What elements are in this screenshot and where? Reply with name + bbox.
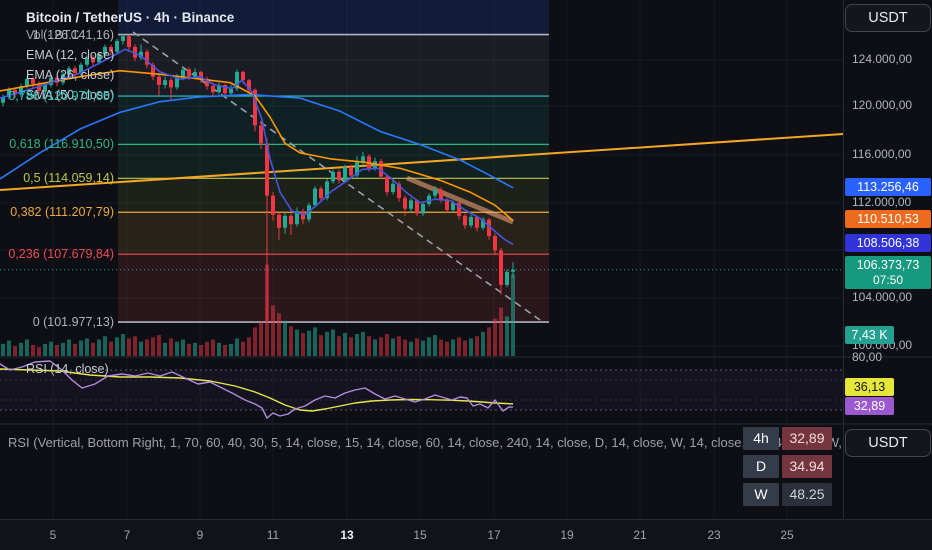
- price-tick: 124.000,00: [852, 52, 913, 66]
- sma50-price-label: 113.256,46: [845, 178, 931, 196]
- time-tick: 25: [780, 528, 794, 542]
- rsi-yellow-label: 36,13: [845, 378, 894, 396]
- time-tick: 15: [413, 528, 427, 542]
- price-tick: 80,00: [852, 350, 883, 364]
- screener-value-4h: 32,89: [782, 427, 832, 450]
- rsi-legend[interactable]: RSI (14, close): [26, 362, 109, 376]
- time-tick-current: 13: [340, 528, 354, 542]
- last-price-label: 106.373,73 07:50: [845, 256, 931, 289]
- screener-value-w: 48.25: [782, 483, 832, 506]
- time-tick: 9: [196, 528, 204, 542]
- last-price-value: 106.373,73: [856, 258, 920, 272]
- price-tick: 112.000,00: [852, 195, 912, 209]
- legend-ema26[interactable]: EMA (26, close): [26, 68, 115, 82]
- time-tick: 17: [487, 528, 501, 542]
- bar-countdown: 07:50: [872, 273, 904, 287]
- time-tick: 7: [123, 528, 131, 542]
- symbol-title[interactable]: Bitcoin / TetherUS · 4h · Binance: [26, 10, 235, 25]
- screener-tf-d[interactable]: D: [743, 455, 779, 478]
- legend-ema12[interactable]: EMA (12, close): [26, 48, 115, 62]
- volume-value-label: 7,43 K: [845, 326, 894, 344]
- screener-tf-4h[interactable]: 4h: [743, 427, 779, 450]
- time-tick: 21: [633, 528, 647, 542]
- ema12-price-label: 108.506,38: [845, 234, 931, 252]
- rsi-purple-label: 32,89: [845, 397, 894, 415]
- legend-sma50[interactable]: SMA (50, close): [26, 88, 115, 102]
- screener-value-d: 34.94: [782, 455, 832, 478]
- time-axis[interactable]: 5 7 9 11 13 15 17 19 21 23 25: [0, 519, 932, 550]
- bottom-strip: RSI (Vertical, Bottom Right, 1, 70, 60, …: [0, 425, 844, 518]
- price-tick: 120.000,00: [852, 98, 913, 112]
- price-tick: 116.000,00: [852, 147, 912, 161]
- currency-toggle-button-top[interactable]: USDT: [845, 4, 931, 32]
- time-tick: 23: [707, 528, 721, 542]
- time-tick: 5: [49, 528, 57, 542]
- rsi-descriptor: RSI (Vertical, Bottom Right, 1, 70, 60, …: [8, 435, 844, 450]
- fib-label-1: 1 (126.141,16): [32, 28, 114, 42]
- fib-label-0382: 0,382 (111.207,79): [10, 205, 114, 219]
- currency-toggle-button-bottom[interactable]: USDT: [845, 429, 931, 457]
- fib-label-0786: 0,786 (120.970,05): [8, 89, 114, 103]
- legend-volume[interactable]: Vol · BTC: [26, 28, 80, 42]
- fib-label-0236: 0,236 (107.679,84): [8, 247, 114, 261]
- price-tick: 104.000,00: [852, 290, 913, 304]
- time-tick: 19: [560, 528, 574, 542]
- time-tick: 11: [266, 528, 280, 542]
- fib-label-05: 0,5 (114.059,14): [23, 171, 114, 185]
- ema26-price-label: 110.510,53: [845, 210, 931, 228]
- fib-label-0618: 0,618 (116.910,50): [9, 137, 114, 151]
- fib-label-0: 0 (101.977,13): [32, 315, 114, 329]
- screener-tf-w[interactable]: W: [743, 483, 779, 506]
